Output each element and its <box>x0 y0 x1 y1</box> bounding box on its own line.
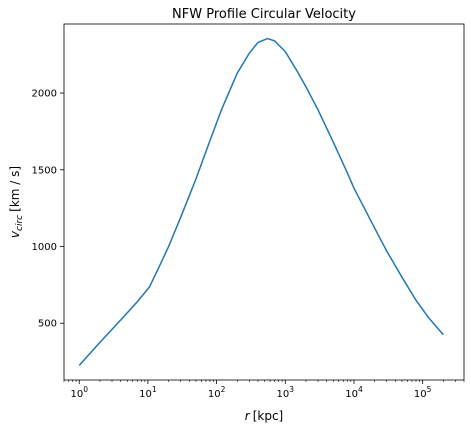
series-line <box>78 37 444 366</box>
y-tick-label: 2000 <box>32 89 57 100</box>
y-axis-subscript: circ <box>15 215 25 231</box>
x-axis-symbol: r <box>245 409 251 423</box>
plot-area <box>63 23 465 381</box>
x-tick-label: 103 <box>277 385 295 400</box>
y-tick-label: 500 <box>38 319 57 330</box>
x-axis-ticks: 100 101 102 103 104 105 <box>70 380 432 400</box>
chart-title: NFW Profile Circular Velocity <box>172 7 356 22</box>
y-axis-ticks: 500 1000 1500 2000 <box>32 89 64 330</box>
x-axis-label: r [kpc] <box>245 409 283 423</box>
y-tick-label: 1000 <box>32 242 57 253</box>
x-axis-unit: [kpc] <box>253 409 284 423</box>
x-tick-label: 105 <box>414 385 432 400</box>
y-tick-label: 1500 <box>32 165 57 176</box>
y-axis-label: vcirc [km / s] <box>8 166 25 238</box>
x-tick-label: 100 <box>70 385 88 400</box>
x-tick-label: 101 <box>139 385 157 400</box>
x-tick-label: 102 <box>208 385 226 400</box>
y-axis-unit: [km / s] <box>8 166 22 212</box>
x-axis-minor-ticks <box>63 380 465 382</box>
series-group <box>78 37 444 366</box>
y-axis-symbol: v <box>8 230 22 238</box>
x-tick-label: 104 <box>345 385 363 400</box>
